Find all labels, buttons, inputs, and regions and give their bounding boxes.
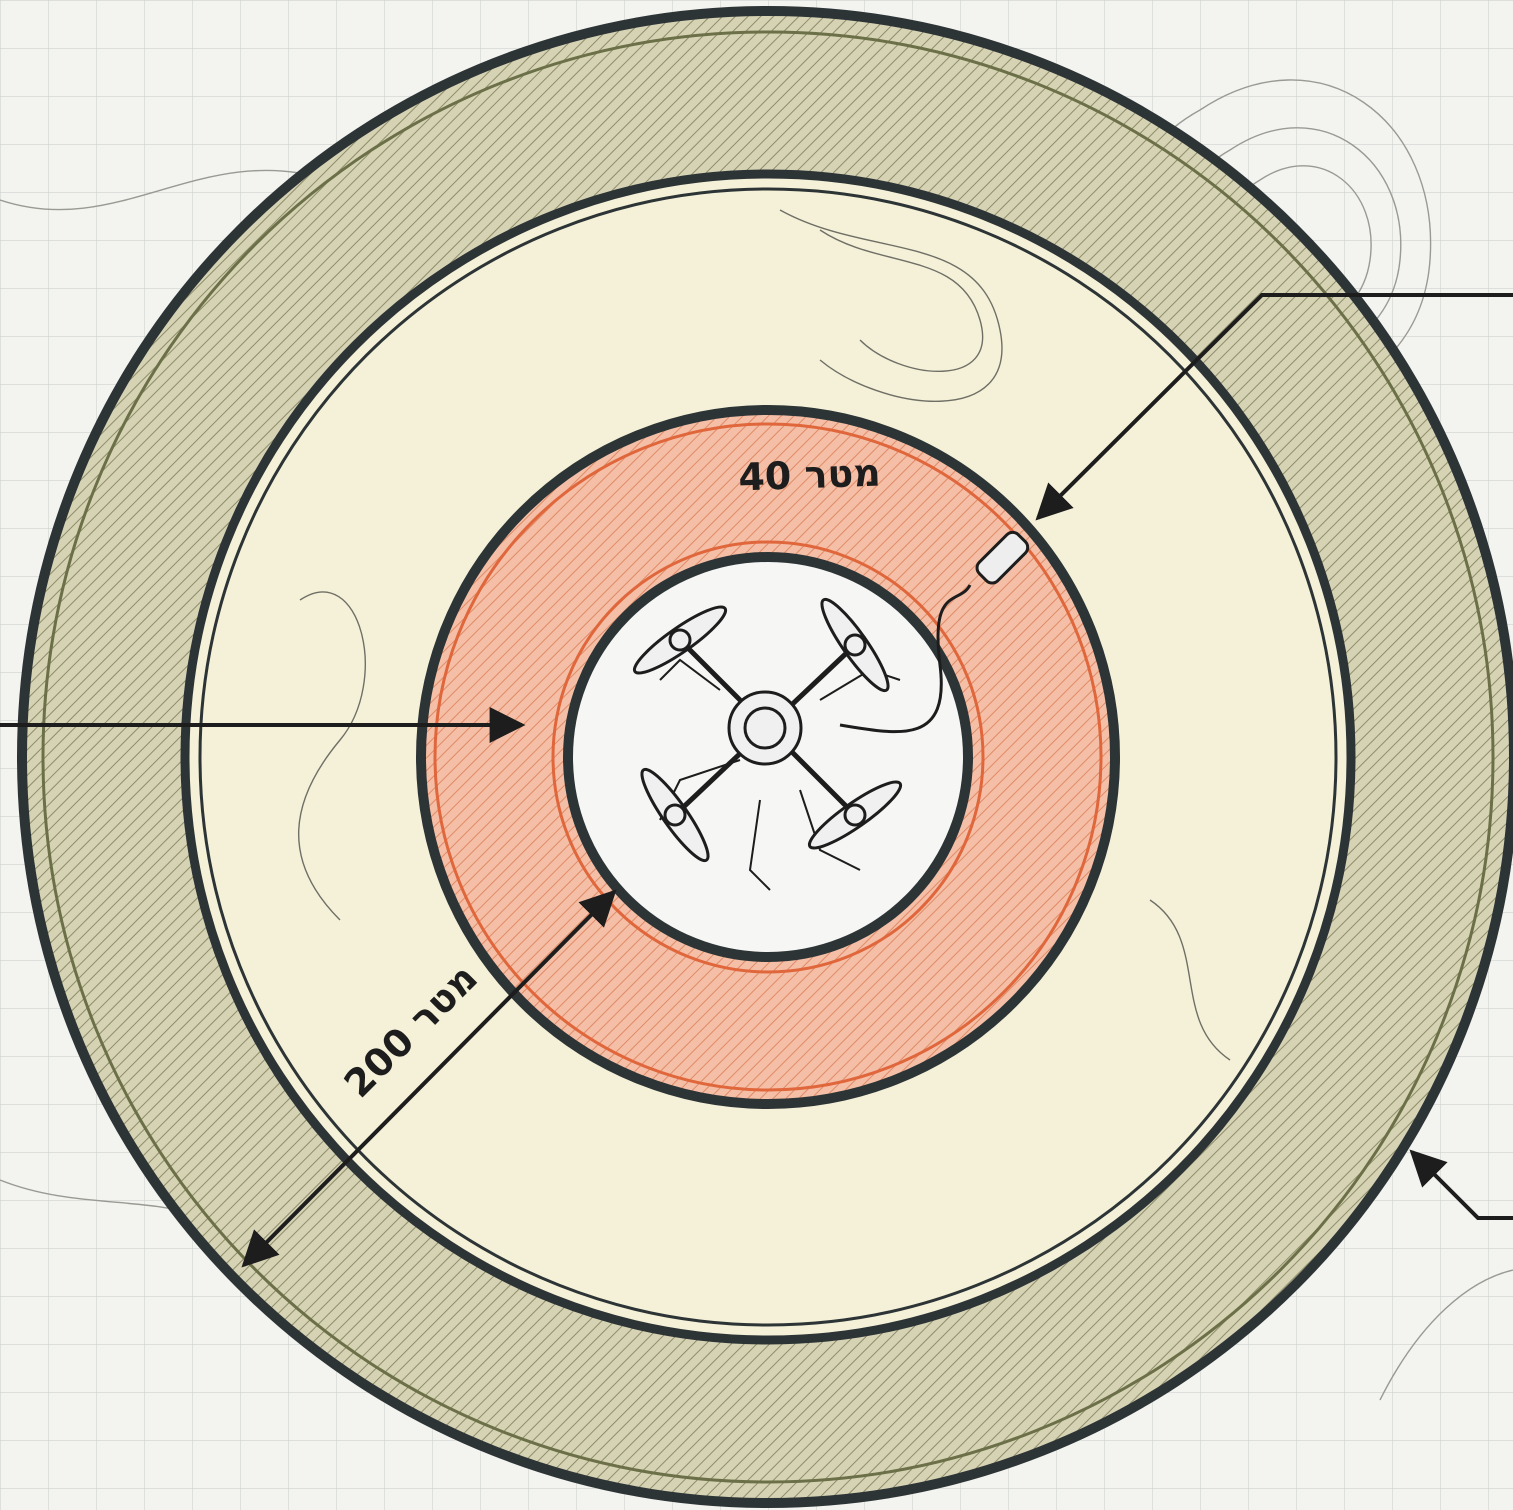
inner-radius-label: 40 מטר	[738, 451, 882, 500]
diagram: 40 מטר 200 מטר	[0, 0, 1513, 1510]
page: 40 מטר 200 מטר (() => { const data = JSO…	[0, 0, 1513, 1510]
